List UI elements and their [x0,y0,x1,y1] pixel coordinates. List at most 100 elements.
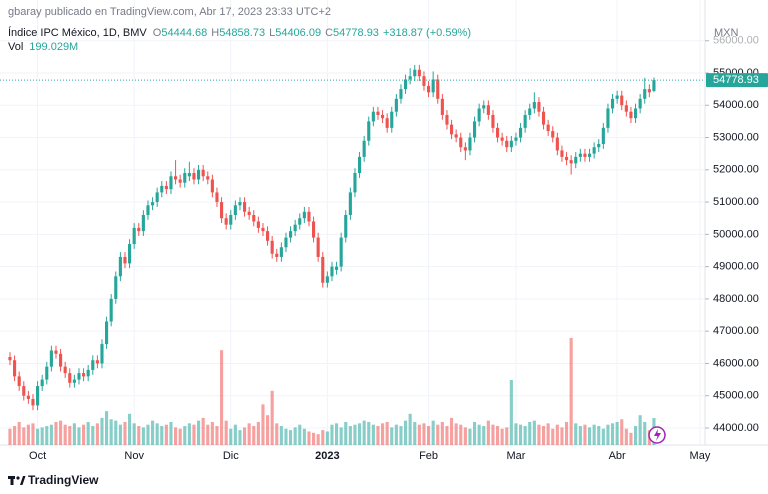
volume-bar [468,428,472,445]
candle-body [325,276,329,283]
candle-body [68,373,72,383]
y-tick-label: 50000.00 [713,228,759,240]
candle-body [151,202,155,206]
candle-body [362,140,366,157]
volume-bar [509,379,513,445]
candle-body [298,218,302,225]
candle-body [270,240,274,254]
candle-body [505,140,509,148]
candle-body [26,395,30,399]
volume-bar [486,420,490,445]
candle-body [353,173,357,193]
candle-body [385,118,389,128]
symbol-legend: Índice IPC México, 1D, BMV O54444.68 H5485… [8,26,471,39]
volume-bar [146,424,150,445]
volume-bar [344,421,348,445]
brand-logo [8,476,26,485]
candle-body [482,105,486,109]
ohlc-letter: H [211,27,219,39]
volume-bar [22,427,26,445]
logo-shape [16,476,20,480]
volume-bar [155,423,159,445]
volume-bar [45,426,49,445]
volume-bar [68,426,72,445]
volume-bar [307,431,311,445]
last-price-label: 54778.93 [713,74,759,86]
candle-body [128,244,132,264]
volume-bar [348,426,352,445]
volume-bar [477,424,481,445]
candle-body [334,266,339,270]
volume-bar [472,421,477,445]
volume-bar [187,423,191,445]
candle-body [114,276,118,299]
candle-body [224,218,228,225]
candle-body [45,366,49,380]
candle-body [532,102,536,109]
volume-bar [49,424,53,445]
candle-body [289,231,293,238]
candle-body [229,214,233,225]
candle-body [137,227,141,232]
volume-bar [560,427,564,445]
volume-bar [459,424,463,445]
candle-body [468,137,472,151]
candle-body [238,202,242,206]
volume-bar [523,426,527,445]
candle-body [449,124,454,135]
candle-body [109,298,113,322]
candles [8,64,656,411]
symbol: Índice IPC México, 1D, BMV [8,26,147,39]
volume-bar [624,428,628,445]
volume-bar [243,427,247,445]
volume-bar [114,420,118,445]
volume-bar [482,426,486,445]
candle-body [220,202,224,219]
candle-body [86,369,90,377]
volume-bar [270,390,274,445]
candle-body [583,153,587,157]
volume-bar [275,423,279,445]
candle-body [624,105,628,112]
volume-bar [555,424,559,445]
candle-body [376,111,380,115]
grid [0,0,705,445]
logo-shape [10,476,14,485]
x-tick-label: Abr [609,450,626,462]
volume-bar [638,415,642,445]
volume-bar [210,421,214,445]
volume-bar [321,430,325,445]
volume-bar [206,424,210,445]
volume-bar [31,423,35,445]
volume-bar [385,421,389,445]
volume-name: Vol [8,41,23,53]
candle-body [629,111,633,119]
volume-bar [353,424,357,445]
candle-body [307,211,311,222]
last-price-box [706,73,768,88]
candle-body [247,211,251,215]
volume-bar [564,421,569,445]
candle-body [215,192,219,203]
volume-bar [380,423,385,445]
axes: 44000.00 45000.00 46000.00 47000.00 48000.00… [0,35,768,462]
candle-body [500,137,504,141]
volume-bar [316,434,320,445]
candle-body [578,153,582,157]
candle-body [426,85,431,93]
volume-bar [551,428,555,445]
volume-bar [541,426,546,445]
volume-bar [546,423,550,445]
volume-bar [63,424,67,445]
candle-body [403,79,408,90]
candle-body [8,356,12,361]
volume-bar [440,421,444,445]
y-tick-label: 44000.00 [713,422,759,434]
volume-bar [394,424,398,445]
candle-body [169,176,173,190]
volume-bar [77,427,81,445]
candle-body [431,79,435,93]
volume-bar [266,415,270,445]
candle-body [197,169,201,180]
